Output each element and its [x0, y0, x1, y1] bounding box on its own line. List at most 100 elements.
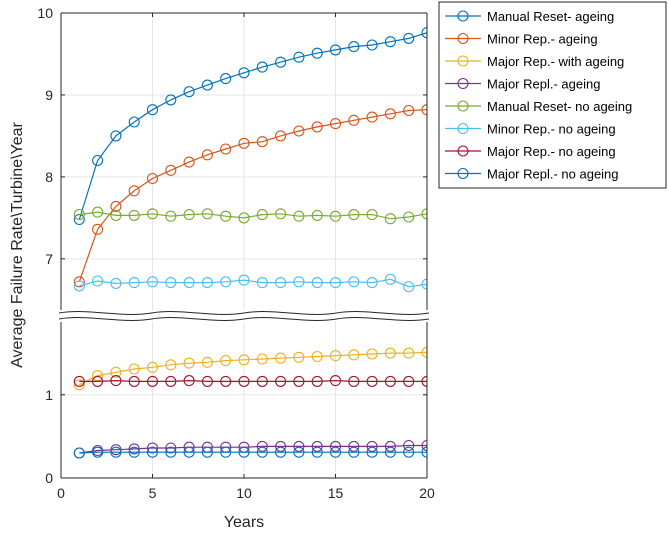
data-point	[220, 276, 232, 288]
data-point	[165, 210, 177, 222]
series-lower-panel	[73, 346, 427, 459]
x-tick-label: 15	[328, 485, 344, 501]
data-point	[201, 208, 213, 220]
data-point	[92, 206, 104, 218]
data-point	[220, 355, 232, 367]
data-point	[275, 352, 287, 364]
data-point	[384, 213, 396, 225]
data-point	[146, 276, 159, 288]
y-tick-label: 10	[37, 5, 53, 21]
data-point	[128, 375, 140, 387]
data-point	[384, 375, 396, 387]
data-point	[421, 446, 427, 458]
data-point	[311, 440, 323, 452]
data-point	[275, 277, 287, 289]
data-point	[146, 104, 159, 116]
data-point	[311, 375, 323, 387]
data-point	[256, 446, 268, 458]
data-point	[110, 209, 122, 221]
legend: Manual Reset- ageing Minor Rep.- ageing Ma…	[438, 1, 667, 189]
data-point	[256, 375, 268, 387]
x-tick-label: 20	[419, 485, 435, 501]
data-point	[384, 446, 396, 458]
x-tick-label: 10	[236, 485, 252, 501]
data-point	[146, 208, 159, 220]
data-point	[403, 104, 415, 117]
y-tick-label: 1	[45, 387, 53, 403]
data-point	[329, 350, 342, 362]
legend-entry-label: Major Rep.- no ageing	[487, 144, 616, 159]
data-point	[110, 375, 122, 387]
data-point	[329, 210, 342, 222]
data-point	[366, 446, 378, 458]
data-point	[165, 277, 177, 289]
data-point	[73, 447, 85, 459]
data-point	[165, 164, 177, 176]
data-point	[421, 104, 427, 116]
data-point	[329, 44, 342, 56]
data-point	[275, 440, 287, 452]
data-point	[384, 273, 396, 285]
legend-box	[438, 1, 667, 189]
data-point	[110, 200, 122, 212]
legend-entry-label: Minor Rep.- no ageing	[487, 122, 616, 137]
series-upper-panel	[73, 27, 427, 293]
tick-labels: 0 5 10 15 20 7 8 9 10 0 1	[37, 5, 435, 501]
data-point	[110, 444, 122, 456]
data-point	[421, 375, 427, 387]
data-point	[146, 446, 159, 458]
series-line-6	[79, 379, 427, 382]
data-point	[311, 446, 323, 458]
data-point	[201, 277, 213, 289]
data-point	[348, 41, 360, 53]
data-point	[256, 61, 268, 73]
data-point	[128, 443, 140, 455]
data-point	[348, 276, 360, 288]
data-point	[110, 130, 122, 142]
data-point	[73, 276, 85, 288]
data-point	[403, 32, 415, 44]
legend-swatch-marker	[457, 145, 469, 157]
data-point	[256, 209, 268, 221]
axis-break-line-top	[58, 311, 430, 315]
data-point	[92, 375, 104, 387]
y-axis-label: Average Failure Rate\Turbine\Year	[9, 121, 26, 367]
data-point	[403, 211, 415, 223]
legend-swatch-marker	[457, 77, 469, 90]
data-point	[73, 379, 85, 391]
data-point	[238, 446, 250, 458]
data-point	[311, 209, 323, 221]
data-point	[384, 440, 396, 452]
data-point	[220, 375, 232, 387]
series-line-1	[78, 109, 427, 282]
data-point	[146, 375, 159, 387]
data-point	[329, 375, 342, 387]
data-point	[238, 274, 250, 286]
data-point	[146, 361, 159, 373]
data-point	[256, 440, 268, 452]
data-point	[165, 359, 177, 371]
data-point	[348, 209, 360, 221]
data-point	[220, 143, 232, 155]
data-point	[238, 375, 250, 387]
data-point	[146, 172, 159, 185]
data-point	[403, 281, 415, 293]
data-point	[183, 446, 195, 458]
data-point	[293, 51, 305, 63]
data-point	[293, 446, 305, 458]
data-point	[128, 116, 140, 128]
data-point	[183, 375, 195, 387]
data-point	[220, 210, 232, 222]
data-point	[201, 79, 213, 91]
data-point	[128, 209, 140, 221]
data-point	[128, 363, 140, 375]
data-point	[421, 346, 427, 358]
data-point	[329, 118, 342, 130]
data-point	[366, 111, 378, 123]
data-point	[165, 446, 177, 458]
data-point	[275, 56, 287, 68]
data-point	[348, 375, 360, 387]
data-point	[348, 349, 360, 361]
data-point	[73, 280, 85, 292]
data-point	[403, 375, 415, 387]
